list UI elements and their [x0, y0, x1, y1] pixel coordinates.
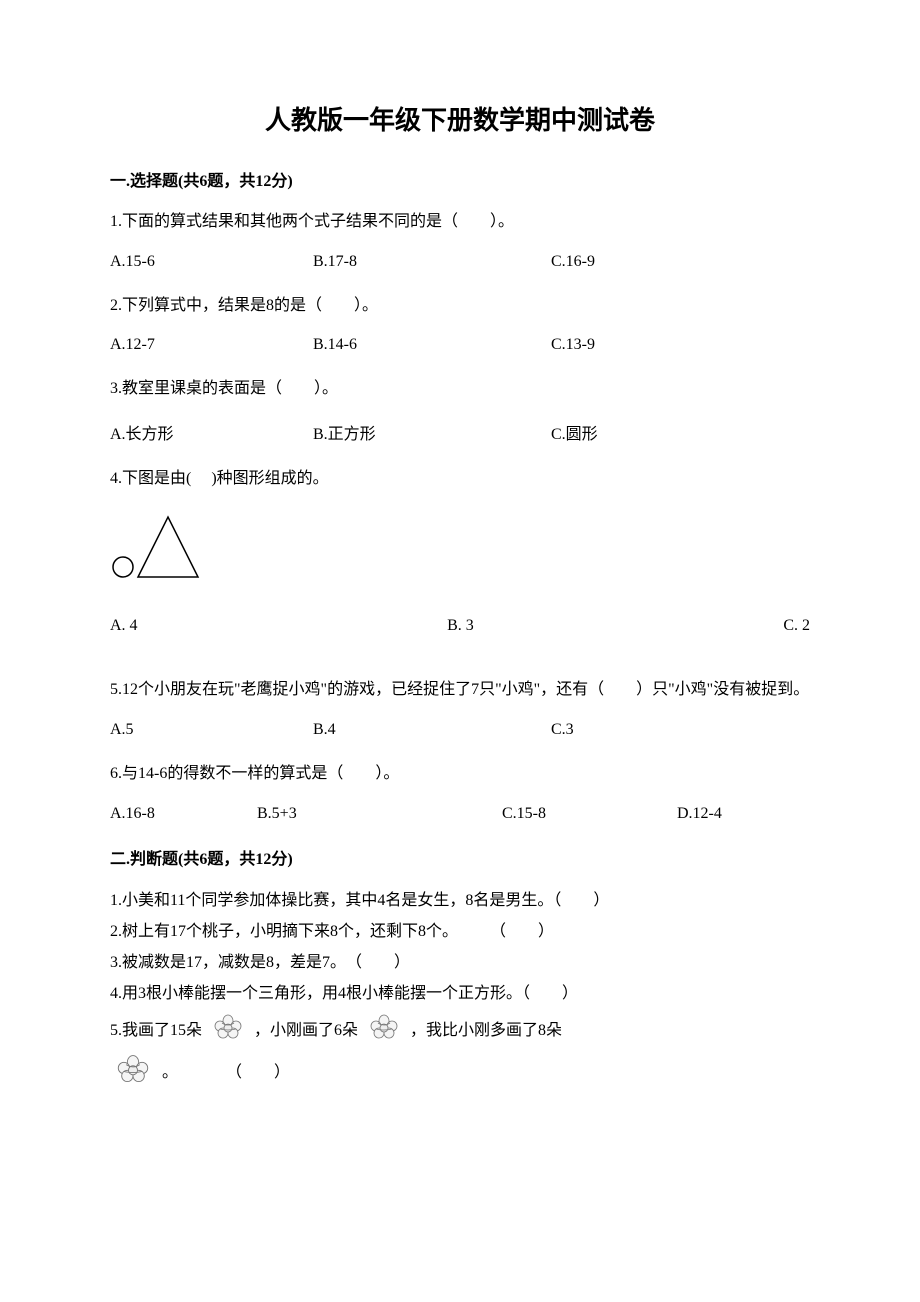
q6-option-c: C.15-8 — [502, 805, 677, 823]
q5-option-b: B.4 — [313, 721, 551, 739]
judge-q5-p2: ，小刚画了6朵 — [254, 1017, 358, 1044]
judge-q5-line2: 。 （ ） — [110, 1051, 810, 1094]
judge-q5-p1: 5.我画了15朵 — [110, 1017, 202, 1044]
judge-q4: 4.用3根小棒能摆一个三角形，用4根小棒能摆一个正方形。（ ） — [110, 980, 810, 1007]
q4-option-b: B. 3 — [447, 617, 474, 635]
q4-option-a: A. 4 — [110, 617, 138, 635]
judge-q5: 5.我画了15朵 ，小刚画了6朵 — [110, 1011, 810, 1050]
q1-option-b: B.17-8 — [313, 253, 551, 271]
q1-option-c: C.16-9 — [551, 253, 782, 271]
section-1-title: 一.选择题(共6题，共12分) — [110, 167, 810, 191]
q6-option-b: B.5+3 — [257, 805, 502, 823]
q1-options: A.15-6 B.17-8 C.16-9 — [110, 253, 810, 271]
q3-option-b: B.正方形 — [313, 420, 551, 444]
q3-options: A.长方形 B.正方形 C.圆形 — [110, 420, 810, 444]
q1-option-a: A.15-6 — [110, 253, 313, 271]
q5-options: A.5 B.4 C.3 — [110, 721, 810, 739]
q3-option-c: C.圆形 — [551, 420, 782, 444]
judge-q5-p4: 。 （ ） — [162, 1059, 290, 1086]
q2-options: A.12-7 B.14-6 C.13-9 — [110, 336, 810, 354]
q4-figure — [110, 509, 810, 589]
q5-option-a: A.5 — [110, 721, 313, 739]
triangle-shape — [138, 517, 198, 577]
section-2-title: 二.判断题(共6题，共12分) — [110, 845, 810, 869]
q6-option-a: A.16-8 — [110, 805, 257, 823]
flower-icon — [208, 1011, 248, 1050]
q6-option-d: D.12-4 — [677, 805, 722, 823]
q2-option-b: B.14-6 — [313, 336, 551, 354]
q2-option-c: C.13-9 — [551, 336, 782, 354]
q3-option-a: A.长方形 — [110, 420, 313, 444]
page-title: 人教版一年级下册数学期中测试卷 — [110, 100, 810, 137]
judge-q1: 1.小美和11个同学参加体操比赛，其中4名是女生，8名是男生。（ ） — [110, 887, 810, 914]
circle-shape — [113, 557, 133, 577]
q4-option-c: C. 2 — [783, 617, 810, 635]
q4-options: A. 4 B. 3 C. 2 — [110, 617, 810, 635]
q5-option-c: C.3 — [551, 721, 782, 739]
judge-q3: 3.被减数是17，减数是8，差是7。 （ ） — [110, 949, 810, 976]
flower-icon — [364, 1011, 404, 1050]
q5-text: 5.12个小朋友在玩"老鹰捉小鸡"的游戏，已经捉住了7只"小鸡"，还有（ ）只"… — [110, 677, 810, 703]
q6-text: 6.与14-6的得数不一样的算式是（ ）。 — [110, 761, 810, 787]
q6-options: A.16-8 B.5+3 C.15-8 D.12-4 — [110, 805, 810, 823]
q2-option-a: A.12-7 — [110, 336, 313, 354]
q3-text: 3.教室里课桌的表面是（ ）。 — [110, 376, 810, 402]
judge-q5-p3: ，我比小刚多画了8朵 — [410, 1017, 562, 1044]
q2-text: 2.下列算式中，结果是8的是（ ）。 — [110, 293, 810, 319]
q1-text: 1.下面的算式结果和其他两个式子结果不同的是（ ）。 — [110, 209, 810, 235]
flower-icon — [110, 1051, 156, 1094]
judge-q2: 2.树上有17个桃子，小明摘下来8个，还剩下8个。 （ ） — [110, 918, 810, 945]
q4-text: 4.下图是由( )种图形组成的。 — [110, 466, 810, 492]
